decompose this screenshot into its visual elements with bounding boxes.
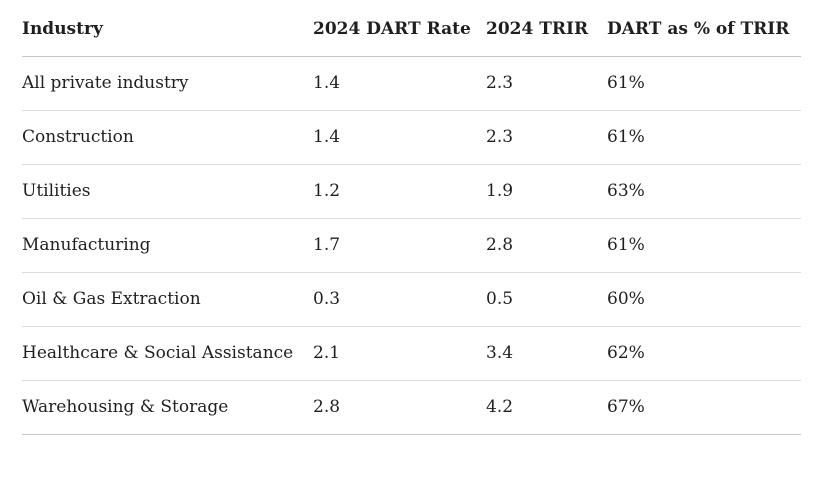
cell-dart-rate: 2.8: [313, 380, 486, 435]
cell-dart-rate: 1.2: [313, 164, 486, 219]
cell-industry: Healthcare & Social Assistance: [22, 326, 313, 381]
cell-trir: 2.8: [486, 218, 607, 273]
cell-dart-rate: 0.3: [313, 272, 486, 327]
header-dart-rate: 2024 DART Rate: [313, 0, 486, 57]
cell-dart-pct: 63%: [607, 164, 801, 219]
cell-dart-pct: 62%: [607, 326, 801, 381]
cell-trir: 2.3: [486, 110, 607, 165]
table-row: Oil & Gas Extraction 0.3 0.5 60%: [22, 272, 801, 327]
cell-dart-pct: 61%: [607, 218, 801, 273]
cell-industry: Construction: [22, 110, 313, 165]
cell-industry: Warehousing & Storage: [22, 380, 313, 435]
table-header-row: Industry 2024 DART Rate 2024 TRIR DART a…: [22, 0, 801, 57]
cell-industry: Oil & Gas Extraction: [22, 272, 313, 327]
cell-industry: Manufacturing: [22, 218, 313, 273]
header-industry: Industry: [22, 0, 313, 57]
cell-industry: All private industry: [22, 56, 313, 111]
table-row: All private industry 1.4 2.3 61%: [22, 56, 801, 111]
cell-trir: 1.9: [486, 164, 607, 219]
cell-trir: 0.5: [486, 272, 607, 327]
table-row: Healthcare & Social Assistance 2.1 3.4 6…: [22, 326, 801, 381]
cell-dart-rate: 1.4: [313, 110, 486, 165]
cell-dart-rate: 1.7: [313, 218, 486, 273]
cell-dart-pct: 61%: [607, 110, 801, 165]
cell-industry: Utilities: [22, 164, 313, 219]
cell-dart-rate: 1.4: [313, 56, 486, 111]
table-row: Warehousing & Storage 2.8 4.2 67%: [22, 380, 801, 435]
table-row: Construction 1.4 2.3 61%: [22, 110, 801, 165]
cell-dart-pct: 60%: [607, 272, 801, 327]
cell-trir: 4.2: [486, 380, 607, 435]
table-row: Utilities 1.2 1.9 63%: [22, 164, 801, 219]
cell-dart-pct: 67%: [607, 380, 801, 435]
cell-dart-rate: 2.1: [313, 326, 486, 381]
industry-rates-table-container: Industry 2024 DART Rate 2024 TRIR DART a…: [22, 0, 801, 435]
industry-rates-table: Industry 2024 DART Rate 2024 TRIR DART a…: [22, 0, 801, 435]
cell-trir: 2.3: [486, 56, 607, 111]
cell-trir: 3.4: [486, 326, 607, 381]
cell-dart-pct: 61%: [607, 56, 801, 111]
table-row: Manufacturing 1.7 2.8 61%: [22, 218, 801, 273]
header-dart-pct-trir: DART as % of TRIR: [607, 0, 801, 57]
header-trir: 2024 TRIR: [486, 0, 607, 57]
